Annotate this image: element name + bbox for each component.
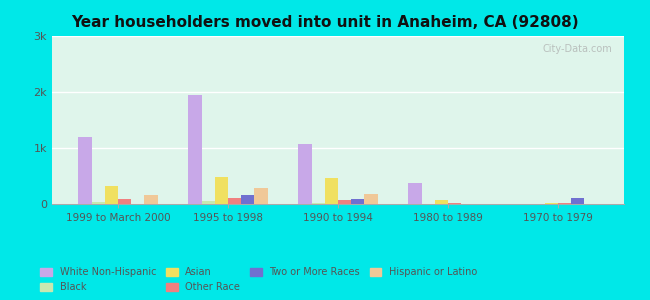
- Bar: [105, 185, 118, 204]
- Text: City-Data.com: City-Data.com: [543, 44, 612, 54]
- Bar: [338, 200, 351, 204]
- Bar: [188, 95, 202, 204]
- Bar: [311, 202, 325, 204]
- Bar: [214, 177, 228, 204]
- Bar: [202, 201, 214, 204]
- Bar: [79, 137, 92, 204]
- Bar: [545, 203, 558, 204]
- Bar: [571, 198, 584, 204]
- Bar: [241, 195, 254, 204]
- Bar: [298, 144, 311, 204]
- Bar: [351, 199, 365, 204]
- Bar: [144, 195, 157, 204]
- Bar: [325, 178, 338, 204]
- Text: Year householders moved into unit in Anaheim, CA (92808): Year householders moved into unit in Ana…: [72, 15, 578, 30]
- Bar: [118, 199, 131, 204]
- Bar: [254, 188, 268, 204]
- Bar: [228, 198, 241, 204]
- Bar: [448, 203, 462, 204]
- Bar: [92, 202, 105, 204]
- Bar: [408, 183, 422, 204]
- Bar: [365, 194, 378, 204]
- Bar: [435, 200, 448, 204]
- Bar: [558, 203, 571, 204]
- Legend: White Non-Hispanic, Black, Asian, Other Race, Two or More Races, Hispanic or Lat: White Non-Hispanic, Black, Asian, Other …: [37, 264, 480, 295]
